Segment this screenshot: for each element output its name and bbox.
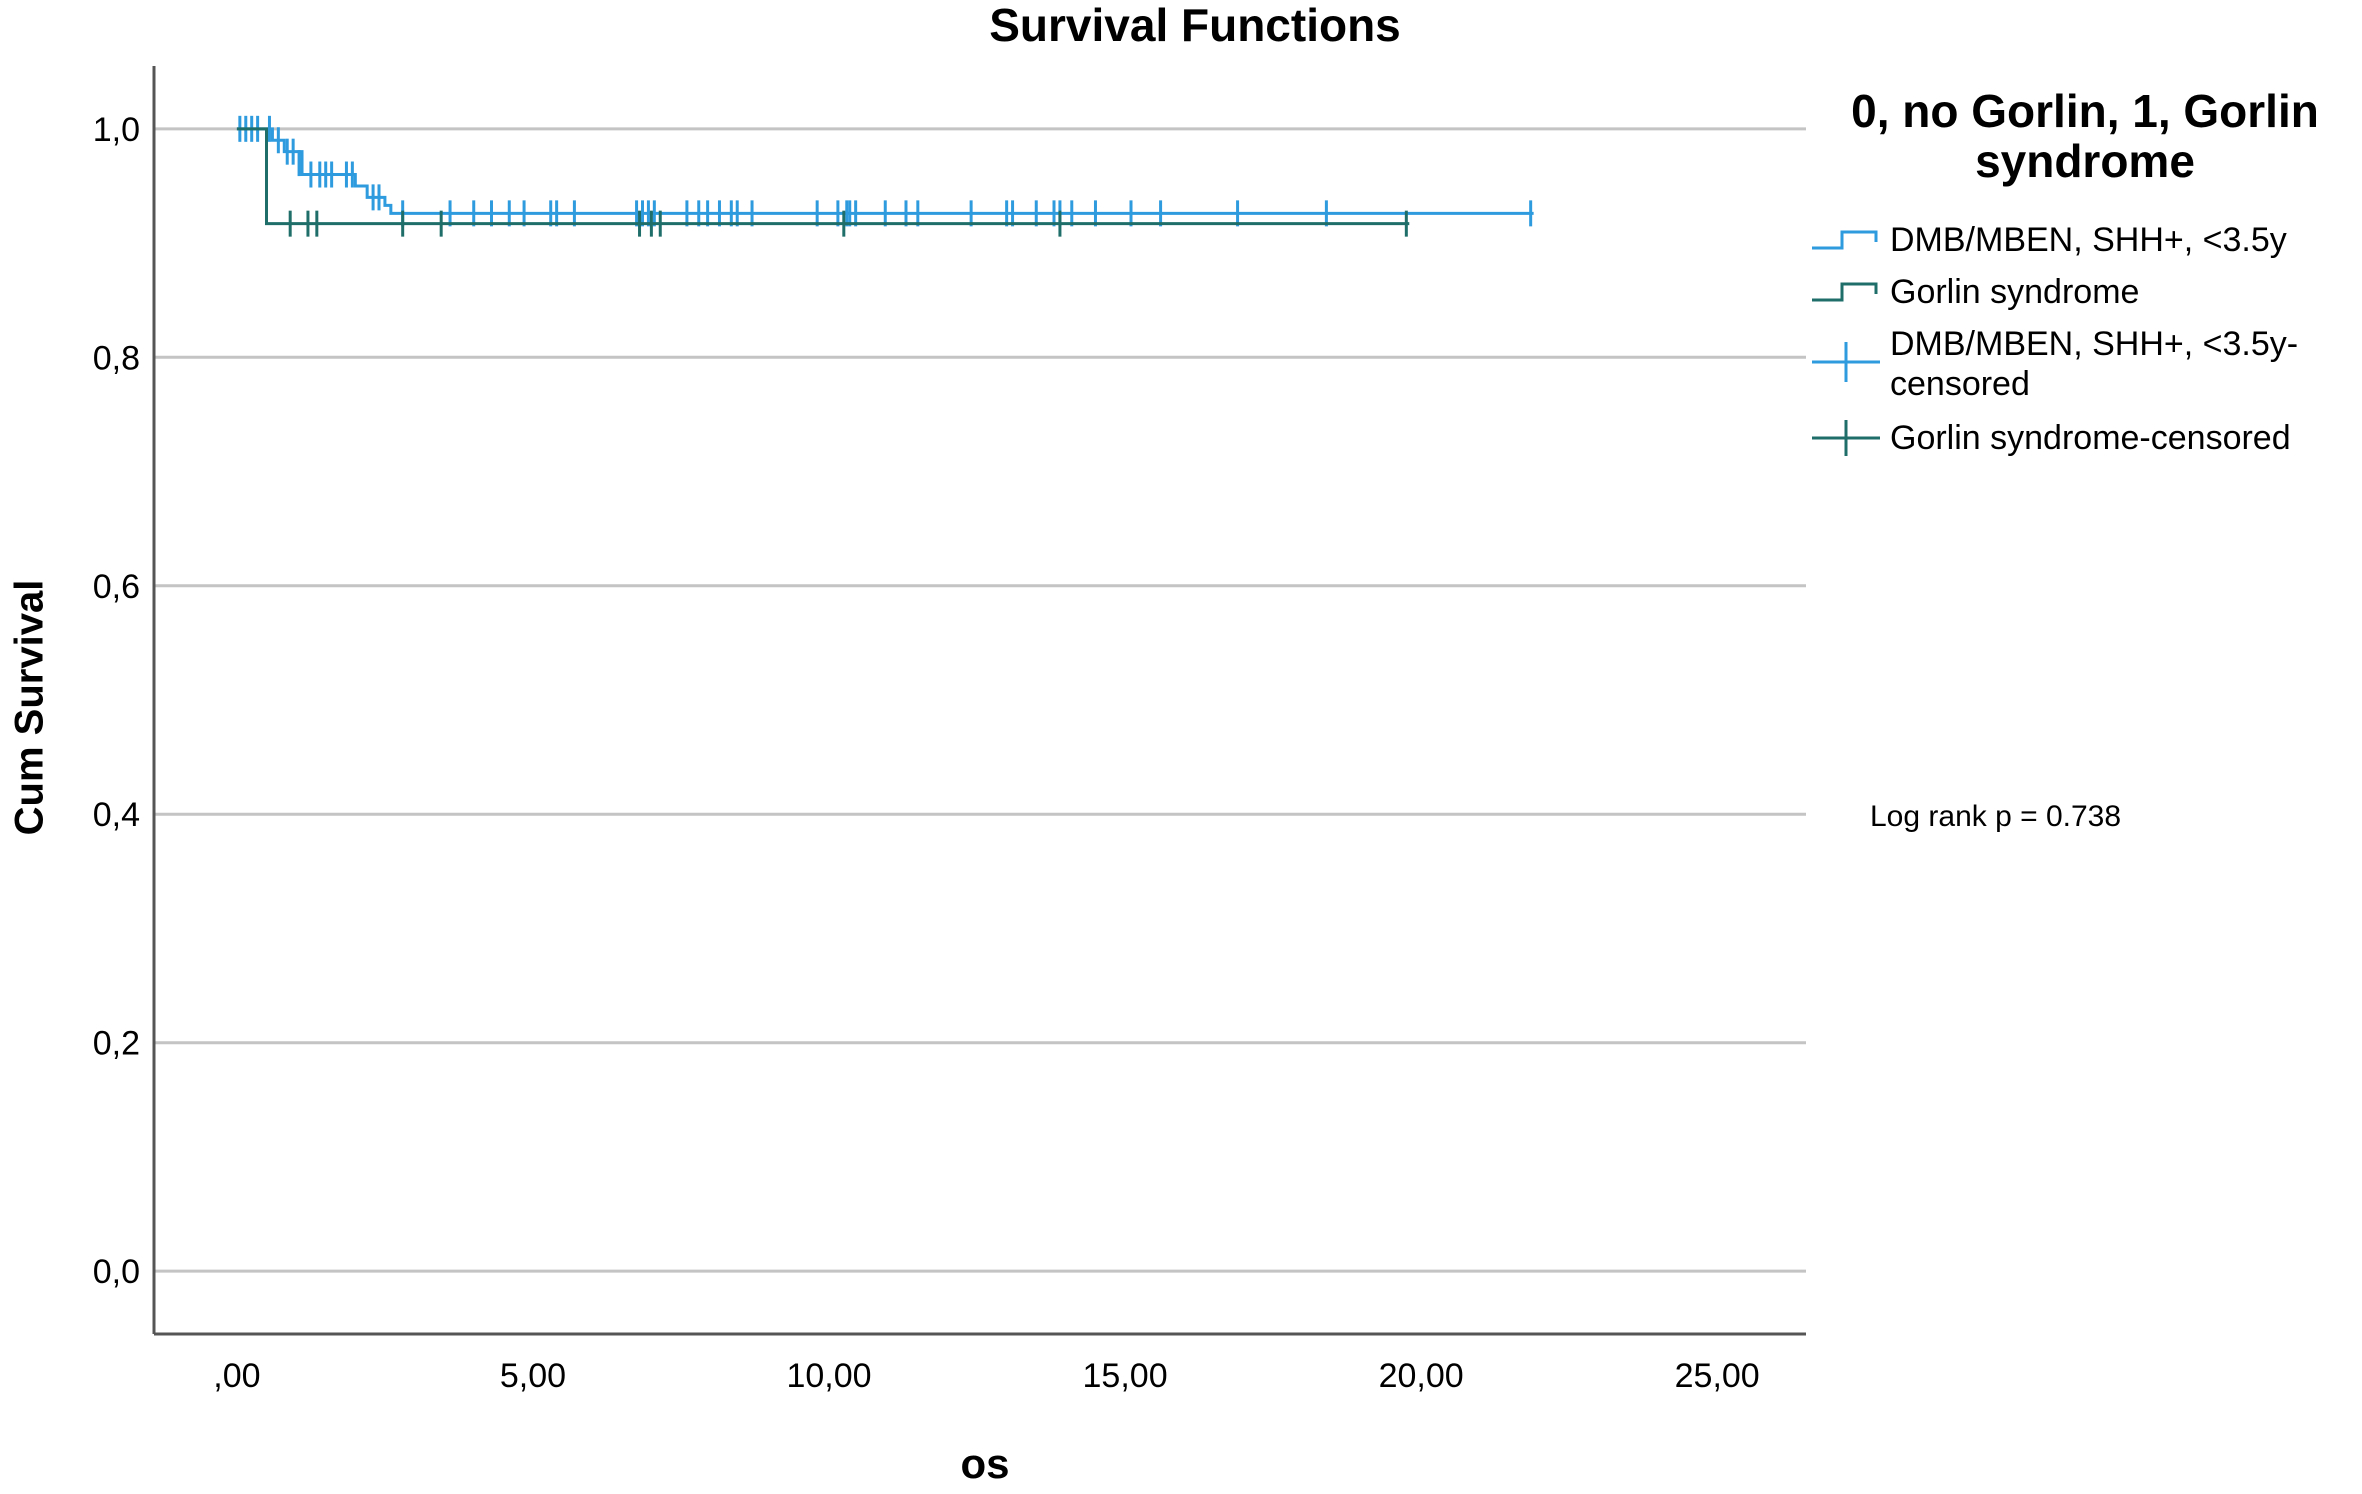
y-tick-label: 1,0 xyxy=(93,111,140,149)
chart-title: Survival Functions xyxy=(989,0,1401,51)
y-axis-label: Cum Survival xyxy=(7,579,52,836)
x-tick-label: 25,00 xyxy=(1675,1357,1760,1395)
step-line-icon xyxy=(1812,282,1878,302)
log-rank-annotation: Log rank p = 0.738 xyxy=(1870,800,2122,833)
legend-title: 0, no Gorlin, 1, Gorlin syndrome xyxy=(1851,85,2319,187)
legend-label: Gorlin syndrome xyxy=(1890,273,2140,311)
legend-item-gorlin-censored: Gorlin syndrome-censored xyxy=(1810,418,2360,480)
y-tick-label: 0,0 xyxy=(93,1253,140,1291)
y-tick-label: 0,6 xyxy=(93,568,140,606)
legend-item-gorlin: Gorlin syndrome xyxy=(1810,272,2360,334)
x-tick-label: 20,00 xyxy=(1379,1357,1464,1395)
x-tick-label: 10,00 xyxy=(786,1357,871,1395)
legend-item-dmb: DMB/MBEN, SHH+, <3.5y xyxy=(1810,220,2360,282)
y-tick-label: 0,4 xyxy=(93,796,140,834)
x-tick-label: 5,00 xyxy=(500,1357,566,1395)
y-tick-label: 0,2 xyxy=(93,1025,140,1063)
legend-label: Gorlin syndrome-censored xyxy=(1890,419,2291,457)
x-tick-label: ,00 xyxy=(213,1357,260,1395)
cross-icon xyxy=(1812,342,1880,382)
x-axis-label: os xyxy=(960,1440,1010,1487)
legend-item-dmb-censored: DMB/MBEN, SHH+, <3.5y-censored xyxy=(1810,324,2360,414)
cross-icon xyxy=(1812,420,1880,456)
legend-label: DMB/MBEN, SHH+, <3.5y xyxy=(1890,221,2287,259)
x-tick-label: 15,00 xyxy=(1083,1357,1168,1395)
survival-curve-1 xyxy=(236,127,1410,226)
legend-label: DMB/MBEN, SHH+, <3.5y-censored xyxy=(1890,325,2299,403)
y-tick-label: 0,8 xyxy=(93,339,140,377)
step-line-icon xyxy=(1812,230,1878,250)
